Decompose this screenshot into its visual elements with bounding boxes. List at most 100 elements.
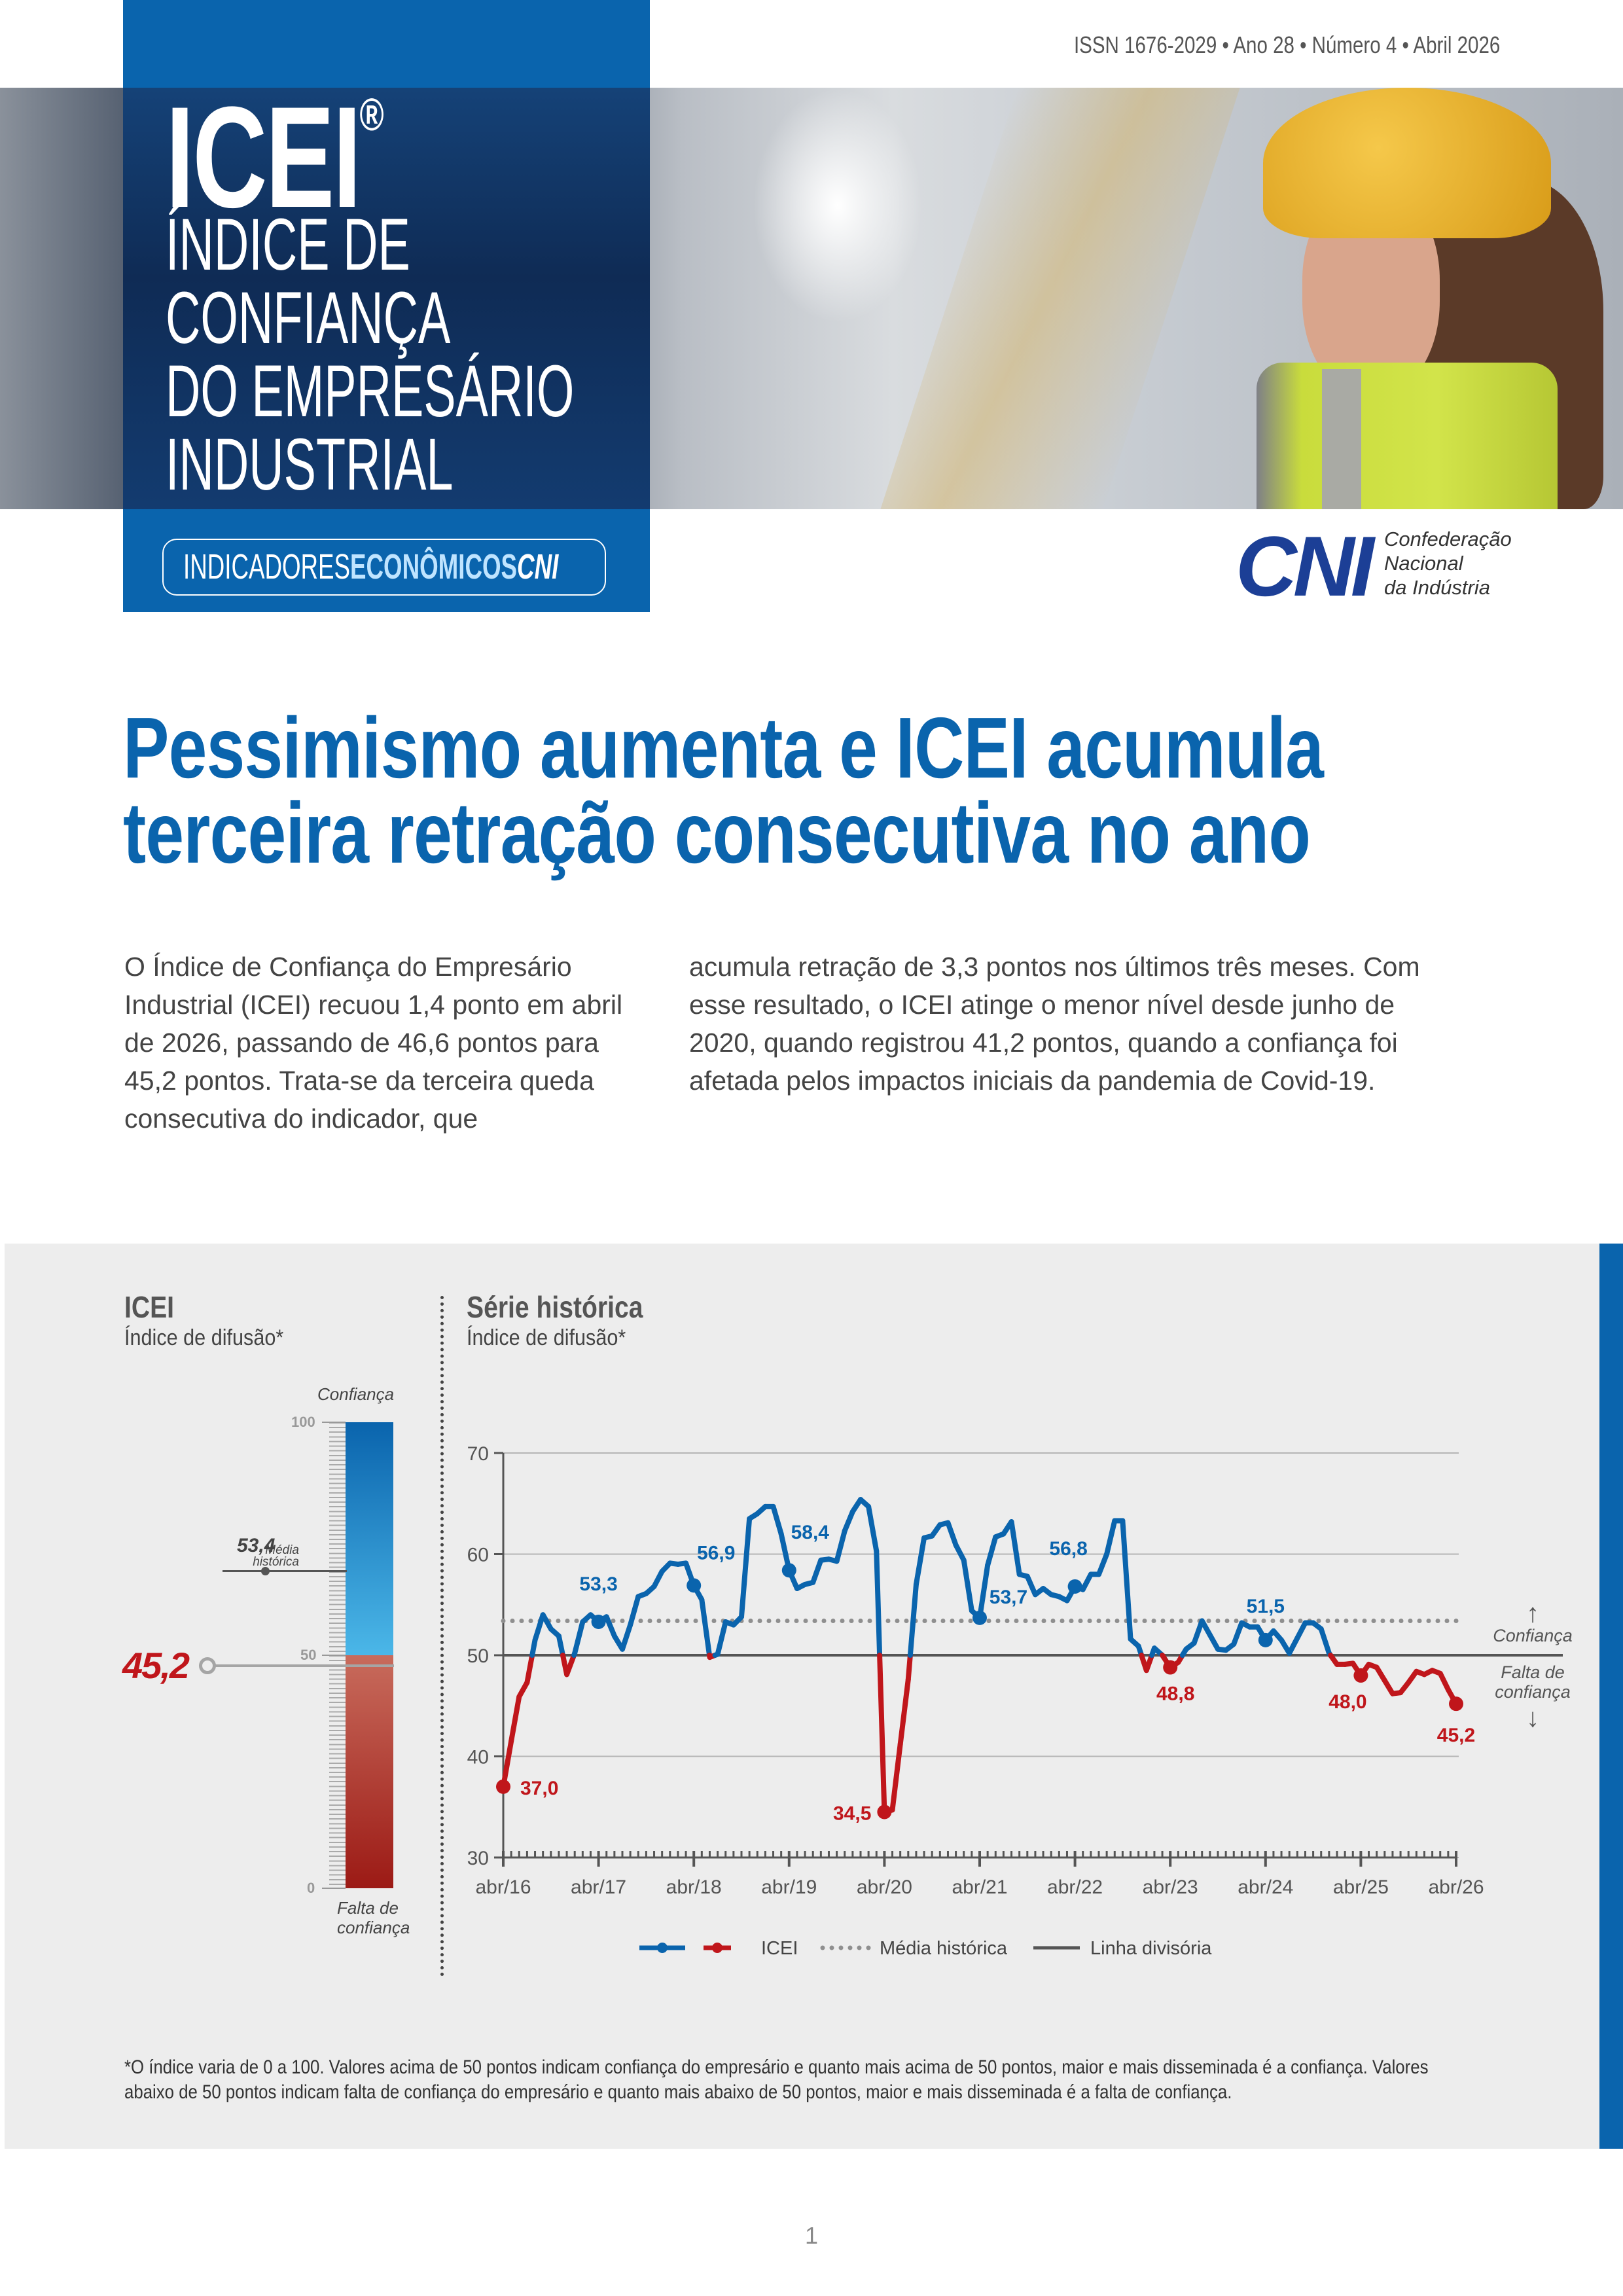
legend-icei-blue-dot — [657, 1943, 668, 1953]
page-number: 1 — [805, 2222, 819, 2249]
cni-logo-text: Confederação Nacional da Indústria — [1384, 527, 1512, 600]
series-segment — [556, 1633, 565, 1658]
gauge-bottom-label-line: Falta de — [337, 1898, 399, 1918]
gauge-average-caption-line: Média — [265, 1543, 299, 1557]
point-label: 34,5 — [833, 1803, 871, 1824]
article-text-col1: O Índice de Confiança do Empresário Indu… — [124, 952, 623, 1134]
point-label: 48,8 — [1156, 1683, 1194, 1705]
photo-vest-stripe — [1322, 369, 1361, 509]
series-segment — [985, 1534, 999, 1568]
y-tick-label: 70 — [467, 1443, 489, 1465]
photo-light — [753, 88, 923, 323]
series-segment — [810, 1557, 824, 1585]
series-segment — [1199, 1618, 1213, 1638]
point-label: 48,0 — [1329, 1691, 1366, 1713]
series-segment — [620, 1622, 633, 1652]
series-segment — [564, 1653, 577, 1677]
x-tick-label: abr/17 — [571, 1876, 626, 1898]
subtitle-line: DO EMPRESÁRIO — [166, 350, 575, 432]
legend-icei-red-dot — [712, 1943, 722, 1953]
x-tick-label: abr/21 — [952, 1876, 1007, 1898]
series-segment — [1294, 1620, 1308, 1641]
headline-line: Pessimismo aumenta e ICEI acumula — [123, 700, 1324, 796]
series-segment — [874, 1548, 883, 1658]
x-tick-label: abr/20 — [857, 1876, 912, 1898]
series-segment — [524, 1653, 535, 1685]
series-segment — [572, 1619, 586, 1656]
series-segment — [877, 1653, 887, 1815]
gauge-tick — [322, 1422, 346, 1423]
gauge-average-value: 53,4 — [237, 1535, 276, 1556]
annotated-point — [687, 1578, 702, 1593]
x-tick-label: abr/26 — [1428, 1876, 1484, 1898]
gauge-current-value: 45,2 — [122, 1645, 190, 1686]
series-segment — [953, 1542, 967, 1563]
series-segment — [1104, 1518, 1118, 1557]
footnote: *O índice varia de 0 a 100. Valores acim… — [124, 2056, 1429, 2103]
y-tick-label: 30 — [467, 1848, 489, 1869]
section-divider — [440, 1296, 444, 1977]
series-segment — [1231, 1620, 1245, 1647]
series-segment — [1008, 1519, 1022, 1577]
arrow-up-icon: ↑ — [1526, 1599, 1539, 1628]
annotated-point — [1163, 1660, 1178, 1675]
arrow-down-icon: ↓ — [1526, 1704, 1539, 1732]
headline-line: terceira retração consecutiva no ano — [123, 785, 1311, 881]
gauge-current-marker — [199, 1657, 216, 1674]
series-badge: INDICADORESECONÔMICOSCNI — [162, 539, 606, 596]
photo-helmet — [1263, 88, 1551, 238]
series-segment — [1191, 1618, 1205, 1646]
series-segment — [508, 1694, 522, 1744]
annotated-point — [1353, 1668, 1368, 1683]
point-label: 51,5 — [1247, 1596, 1285, 1617]
series-segment — [1437, 1670, 1451, 1693]
series-segment — [913, 1535, 927, 1587]
series-segment — [1096, 1551, 1110, 1577]
title-panel: ICEI® ÍNDICE DE CONFIANÇA DO EMPRESÁRIO … — [123, 0, 650, 612]
gauge-no-confidence-zone — [346, 1655, 393, 1888]
y-tick-label: 60 — [467, 1545, 489, 1566]
series-segment — [628, 1594, 641, 1628]
logo-line: da Indústria — [1384, 576, 1490, 599]
series-segment — [1287, 1635, 1300, 1656]
photo-vest — [1257, 363, 1558, 509]
subtitle-line: CONFIANÇA — [166, 277, 451, 359]
report-title: ICEI® — [166, 85, 384, 229]
series-segment — [1120, 1518, 1133, 1642]
gauge-average-pointer — [223, 1570, 347, 1572]
series-segment — [651, 1568, 665, 1589]
series-segment — [1024, 1573, 1038, 1598]
x-tick-label: abr/18 — [666, 1876, 722, 1898]
series-segment — [715, 1619, 728, 1657]
badge-part: INDICADORES — [183, 547, 351, 586]
historical-series-chart: 30 40 50 60 70 abr/16 abr/17 abr/18 abr/19 abr/20… — [467, 1443, 1573, 1959]
x-tick-label: abr/25 — [1333, 1876, 1389, 1898]
series-segment — [1143, 1653, 1155, 1674]
gauge-top-label: Confiança — [317, 1384, 395, 1404]
side-label-confidence: Confiança — [1493, 1626, 1573, 1645]
gauge-title: ICEI — [124, 1290, 175, 1324]
subtitle-line: ÍNDICE DE — [166, 204, 410, 285]
report-subtitle: ÍNDICE DE CONFIANÇA DO EMPRESÁRIO INDUST… — [166, 208, 574, 501]
annotated-point — [877, 1804, 892, 1820]
title-panel-overlay — [123, 88, 650, 509]
legend-label: ICEI — [761, 1938, 798, 1959]
series-segment — [961, 1557, 974, 1614]
series-segment — [905, 1653, 913, 1683]
article-text-col2: acumula retração de 3,3 pontos nos últim… — [689, 952, 1420, 1096]
point-label: 53,7 — [990, 1587, 1027, 1608]
badge-part: ECONÔMICOS — [350, 547, 518, 586]
series-segment — [603, 1614, 617, 1639]
y-tick-label: 50 — [467, 1645, 489, 1667]
chart-panel: ICEI Índice de difusão* Confiança 100 50… — [5, 1244, 1623, 2149]
annotated-point — [972, 1610, 987, 1625]
logo-line: Confederação — [1384, 528, 1512, 550]
x-tick-label: abr/22 — [1047, 1876, 1103, 1898]
cni-logo: CNI — [1236, 518, 1374, 614]
chart-title: Série histórica — [467, 1290, 643, 1324]
series-segment — [945, 1520, 959, 1548]
series-segment — [770, 1503, 784, 1537]
gauge-tick-label: 50 — [300, 1647, 317, 1663]
gauge-tick — [322, 1655, 346, 1656]
gauge-current-pointer — [207, 1664, 394, 1667]
